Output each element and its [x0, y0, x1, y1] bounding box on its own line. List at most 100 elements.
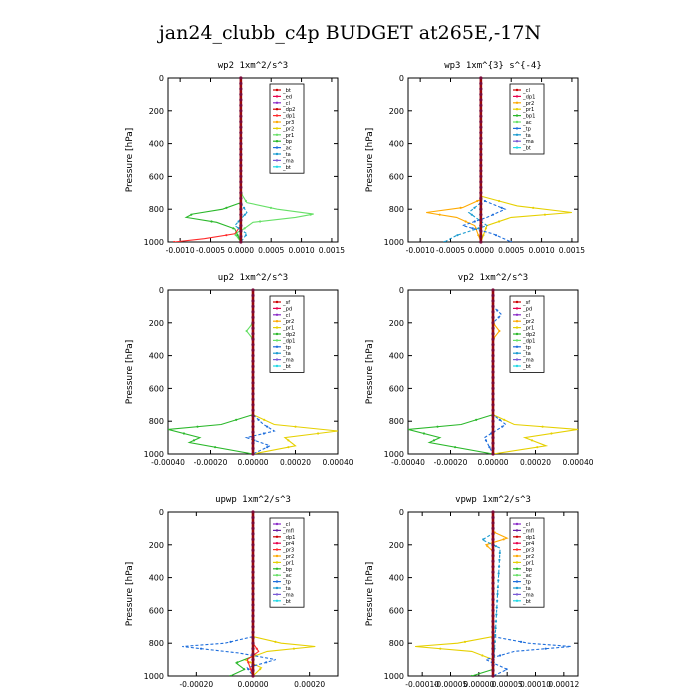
legend-entry: _ta [282, 351, 291, 357]
subplot-title: vp2 1xm^2/s^3 [458, 273, 528, 283]
series-point [505, 668, 508, 671]
series-point [249, 661, 252, 664]
legend-marker [275, 101, 279, 105]
series-point [274, 640, 277, 643]
y-tick-label: 1000 [384, 672, 404, 681]
zero-profile-point [251, 304, 255, 308]
series-point [258, 668, 262, 671]
legend-entry: _bt [282, 599, 291, 605]
zero-profile-point [491, 526, 495, 531]
zero-profile-point [491, 397, 495, 401]
zero-profile-point [479, 169, 483, 173]
legend-entry: _sf [522, 300, 530, 306]
series-point [294, 425, 297, 428]
x-tick-label: -0.00020 [194, 458, 228, 467]
series-point [266, 425, 269, 428]
zero-profile-point [239, 103, 243, 107]
legend-marker [275, 108, 279, 111]
legend-entry: _ta [522, 133, 531, 139]
legend-entry: _pr1 [282, 560, 294, 566]
zero-profile-point [491, 452, 495, 456]
legend-marker [515, 561, 519, 564]
legend-entry: _dp1 [522, 338, 535, 344]
zero-profile-point [491, 364, 495, 369]
zero-profile-point [251, 430, 255, 434]
zero-profile-point [239, 120, 243, 124]
subplot-title: wp3 1xm^{3} s^{-4} [444, 61, 542, 71]
y-tick-label: 600 [149, 384, 164, 393]
zero-profile-point [479, 92, 483, 96]
legend-marker [275, 529, 279, 532]
plot-frame [167, 77, 339, 243]
zero-profile-point [251, 510, 255, 514]
legend-marker [515, 554, 519, 558]
series-point [498, 329, 501, 333]
zero-profile-point [251, 364, 255, 369]
zero-profile-point [239, 218, 243, 222]
series-point [287, 446, 290, 449]
legend-marker [275, 535, 279, 538]
zero-profile-point [251, 414, 255, 418]
zero-profile-point [251, 386, 255, 390]
zero-profile-point [239, 81, 243, 86]
subplot-3: up2 1xm^2/s^3 Pressure [hPa] 0 200 400 600 800… [125, 273, 354, 467]
zero-profile-point [251, 652, 255, 656]
zero-profile-point [479, 185, 483, 189]
series-point [471, 227, 474, 230]
zero-profile-point [479, 147, 483, 151]
zero-profile-point [491, 348, 495, 352]
zero-profile-point [491, 343, 495, 347]
zero-profile-point [251, 299, 255, 303]
x-tick-label: 0.00000 [237, 458, 268, 467]
zero-profile-point [239, 125, 243, 129]
legend-entry: _ac [282, 573, 292, 579]
legend-marker [515, 599, 519, 602]
series-point [497, 579, 500, 582]
legend-entry: _tp [522, 345, 532, 351]
series-point [488, 446, 491, 449]
zero-profile-point [239, 92, 243, 96]
legend-entry: _tp [282, 580, 292, 586]
zero-profile-point [239, 142, 243, 146]
zero-profile-point [251, 436, 255, 440]
x-tick-label: 0.0005 [498, 246, 524, 255]
y-tick-label: 200 [149, 319, 164, 328]
zero-profile-point [491, 614, 495, 618]
y-tick-label: 800 [149, 639, 164, 648]
series-point [422, 432, 426, 435]
series-point [544, 647, 547, 650]
legend-entry: _pd [522, 306, 532, 312]
series-point [244, 199, 248, 203]
zero-profile-point [239, 240, 243, 244]
legend-marker [515, 339, 519, 342]
zero-profile-point [491, 570, 495, 574]
zero-profile-point [251, 586, 255, 591]
legend-entry: _ta [522, 351, 531, 357]
series-point [258, 220, 262, 223]
legend-box [269, 517, 305, 608]
zero-profile-point [479, 81, 483, 86]
series-point [481, 654, 484, 657]
series-line-bp [184, 78, 242, 242]
legend-entry: _dp2 [282, 107, 295, 113]
legend-marker [515, 574, 519, 577]
legend-entry: _pr2 [522, 319, 534, 325]
series-point [470, 674, 473, 676]
legend-entry: _ac [522, 120, 532, 126]
x-tick-label: 0.00040 [562, 458, 593, 467]
legend-marker [275, 133, 279, 136]
legend-entry: _tp [522, 126, 532, 132]
zero-profile-point [491, 658, 495, 662]
zero-profile-point [251, 636, 255, 640]
zero-profile-point [239, 191, 243, 195]
series-point [498, 654, 502, 657]
legend-entry: _bt [522, 146, 531, 152]
x-tick-label: 0.00040 [322, 458, 353, 467]
zero-profile-point [491, 647, 495, 651]
legend-marker [515, 352, 519, 355]
legend-entry: _bt [522, 364, 531, 370]
x-tick-label: -0.0005 [436, 246, 465, 255]
legend-entry: _ma [282, 158, 294, 164]
zero-profile-point [251, 397, 255, 401]
legend-marker [275, 313, 279, 316]
